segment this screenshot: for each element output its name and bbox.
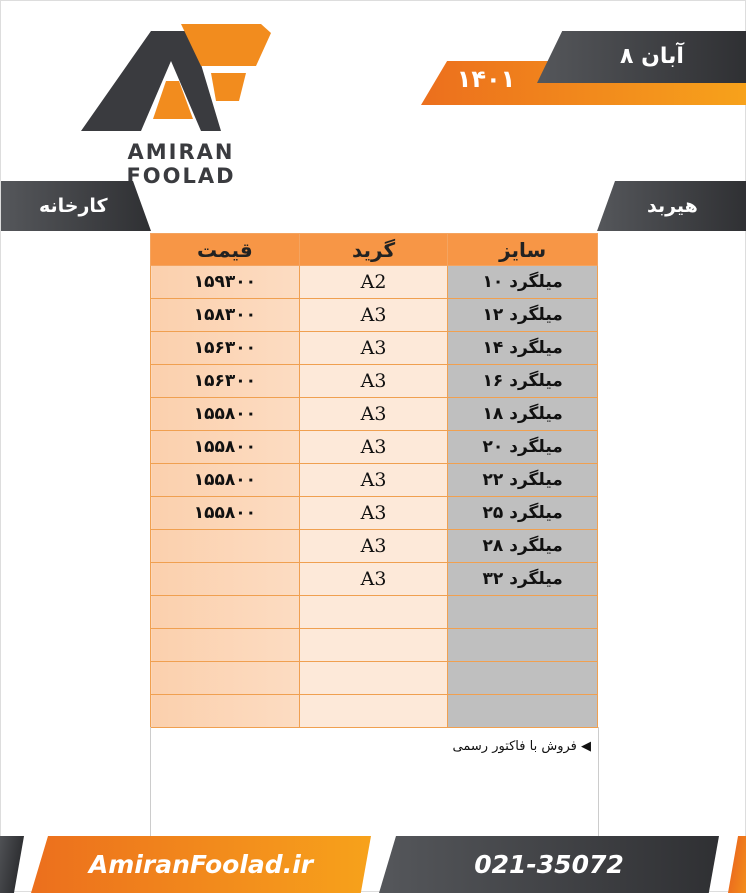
divider (150, 727, 151, 837)
cell-grade (298, 661, 449, 695)
footer-decor (727, 836, 746, 893)
right-label: هیربد (597, 181, 746, 231)
cell-price (150, 562, 300, 596)
cell-price (150, 694, 300, 728)
cell-grade: A3 (298, 397, 449, 431)
cell-size: میلگرد ۲۵ (447, 496, 598, 530)
cell-price: ۱۵۵۸۰۰ (150, 496, 300, 530)
logo-text: AMIRAN FOOLAD (126, 140, 236, 188)
cell-price: ۱۵۵۸۰۰ (150, 397, 300, 431)
phone-number[interactable]: 021-35072 (379, 836, 719, 893)
cell-size: میلگرد ۳۲ (447, 562, 598, 596)
note: ◀ فروش با فاکتور رسمی (453, 739, 591, 754)
cell-size: میلگرد ۱۲ (447, 298, 598, 332)
cell-size (447, 661, 598, 695)
cell-size (447, 694, 598, 728)
cell-grade: A3 (298, 562, 449, 596)
cell-price: ۱۵۵۸۰۰ (150, 463, 300, 497)
cell-grade: A3 (298, 463, 449, 497)
cell-size (447, 628, 598, 662)
note-text: فروش با فاکتور رسمی (452, 739, 577, 754)
cell-price (150, 529, 300, 563)
date-text: ۸ آبان (537, 31, 746, 83)
cell-grade (298, 595, 449, 629)
cell-size: میلگرد ۱۸ (447, 397, 598, 431)
table-row: میلگرد ۱۶ A3 ۱۵۶۳۰۰ (150, 364, 598, 398)
triangle-left-icon: ◀ (581, 739, 591, 754)
table-row: میلگرد ۱۲ A3 ۱۵۸۳۰۰ (150, 298, 598, 332)
cell-size: میلگرد ۲۸ (447, 529, 598, 563)
logo-mark-icon (81, 24, 271, 131)
table-row: میلگرد ۲۲ A3 ۱۵۵۸۰۰ (150, 463, 598, 497)
left-label: کارخانه (1, 181, 151, 231)
cell-grade: A3 (298, 496, 449, 530)
table-row: میلگرد ۱۴ A3 ۱۵۶۳۰۰ (150, 331, 598, 365)
cell-price (150, 595, 300, 629)
divider (598, 727, 599, 837)
cell-grade: A2 (298, 265, 449, 299)
logo: AMIRAN FOOLAD (71, 21, 291, 188)
table-row (150, 694, 598, 728)
cell-price: ۱۵۵۸۰۰ (150, 430, 300, 464)
table-row (150, 595, 598, 629)
header-grade: گرید (298, 233, 449, 266)
cell-grade: A3 (298, 529, 449, 563)
cell-size (447, 595, 598, 629)
price-table: سایز گرید قیمت میلگرد ۱۰ A2 ۱۵۹۳۰۰ میلگرد ۱… (150, 233, 598, 728)
cell-grade: A3 (298, 331, 449, 365)
cell-price (150, 661, 300, 695)
cell-price: ۱۵۶۳۰۰ (150, 364, 300, 398)
cell-size: میلگرد ۲۲ (447, 463, 598, 497)
table-row (150, 628, 598, 662)
cell-grade (298, 694, 449, 728)
year-text: ۱۴۰۱ (456, 65, 516, 93)
website-link[interactable]: AmiranFoolad.ir (31, 836, 371, 893)
header-price: قیمت (150, 233, 300, 266)
cell-size: میلگرد ۲۰ (447, 430, 598, 464)
cell-size: میلگرد ۱۶ (447, 364, 598, 398)
cell-grade (298, 628, 449, 662)
table-row: میلگرد ۱۸ A3 ۱۵۵۸۰۰ (150, 397, 598, 431)
cell-grade: A3 (298, 430, 449, 464)
table-row: میلگرد ۳۲ A3 (150, 562, 598, 596)
table-row: میلگرد ۲۰ A3 ۱۵۵۸۰۰ (150, 430, 598, 464)
table-row (150, 661, 598, 695)
footer-decor (0, 836, 25, 893)
table-row: میلگرد ۱۰ A2 ۱۵۹۳۰۰ (150, 265, 598, 299)
table-row: میلگرد ۲۸ A3 (150, 529, 598, 563)
cell-price: ۱۵۶۳۰۰ (150, 331, 300, 365)
cell-price (150, 628, 300, 662)
cell-size: میلگرد ۱۰ (447, 265, 598, 299)
cell-size: میلگرد ۱۴ (447, 331, 598, 365)
cell-price: ۱۵۸۳۰۰ (150, 298, 300, 332)
cell-price: ۱۵۹۳۰۰ (150, 265, 300, 299)
cell-grade: A3 (298, 298, 449, 332)
table-row: میلگرد ۲۵ A3 ۱۵۵۸۰۰ (150, 496, 598, 530)
cell-grade: A3 (298, 364, 449, 398)
header-size: سایز (447, 233, 598, 266)
